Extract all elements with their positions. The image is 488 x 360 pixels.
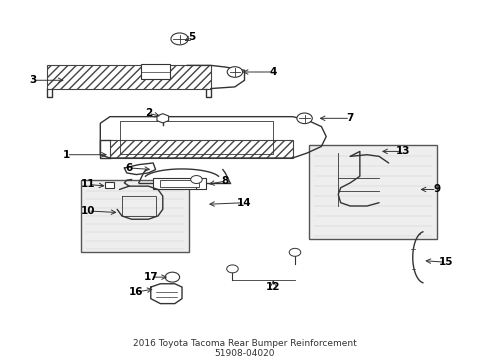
FancyBboxPatch shape: [81, 180, 189, 252]
Text: 3: 3: [29, 75, 37, 85]
FancyBboxPatch shape: [309, 145, 436, 239]
Text: 8: 8: [221, 176, 228, 186]
Bar: [119, 121, 273, 154]
Circle shape: [171, 33, 188, 45]
Text: 14: 14: [237, 198, 251, 208]
Text: 9: 9: [432, 184, 439, 194]
Bar: [141, 64, 170, 78]
Text: 2016 Toyota Tacoma Rear Bumper Reinforcement
51908-04020: 2016 Toyota Tacoma Rear Bumper Reinforce…: [132, 339, 356, 358]
Bar: [105, 182, 114, 188]
Text: 16: 16: [129, 287, 143, 297]
Bar: [47, 66, 210, 89]
Bar: [47, 66, 210, 89]
Text: 5: 5: [187, 32, 195, 42]
Text: 1: 1: [63, 150, 70, 160]
Bar: [110, 140, 292, 158]
Text: 6: 6: [125, 163, 133, 173]
Text: 17: 17: [143, 272, 158, 282]
Circle shape: [226, 265, 238, 273]
Circle shape: [296, 113, 312, 123]
Circle shape: [227, 67, 242, 77]
Text: 2: 2: [144, 108, 152, 118]
Text: 4: 4: [269, 67, 277, 77]
Circle shape: [190, 176, 202, 184]
Bar: [160, 180, 199, 187]
Text: 12: 12: [265, 282, 280, 292]
Bar: [110, 140, 292, 158]
Circle shape: [288, 248, 300, 256]
Text: 11: 11: [81, 180, 95, 189]
Text: 13: 13: [395, 147, 409, 156]
Text: 7: 7: [346, 113, 353, 123]
Text: 15: 15: [438, 257, 453, 267]
Bar: [153, 178, 205, 189]
Text: 10: 10: [81, 206, 95, 216]
Circle shape: [165, 272, 179, 282]
